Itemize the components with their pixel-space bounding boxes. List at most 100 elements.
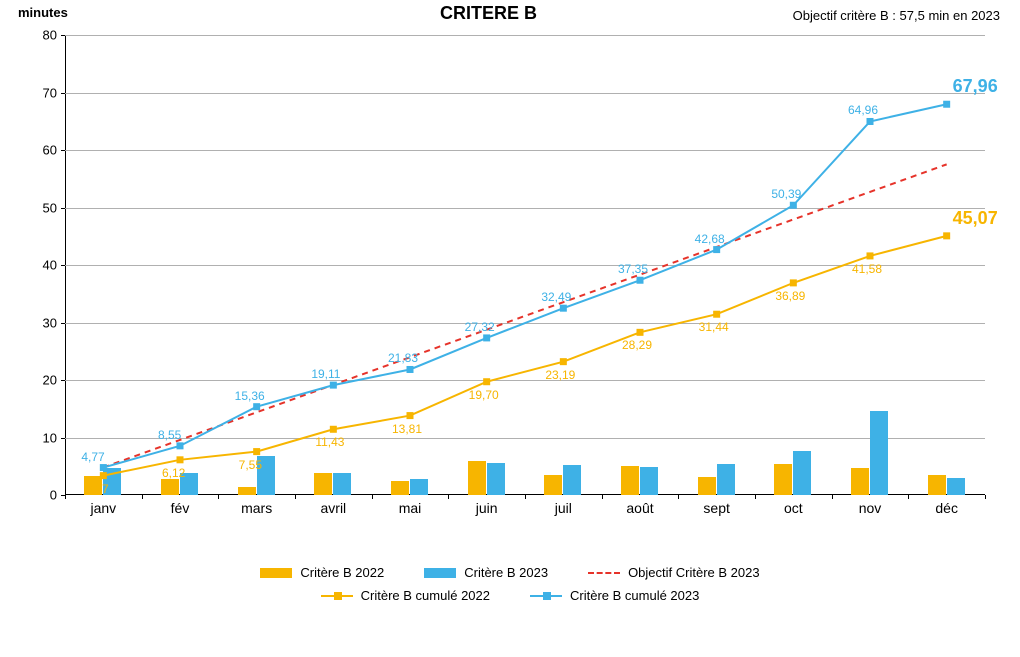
data-label: 7,55 [239,458,262,472]
legend: Critère B 2022 Critère B 2023 Objectif C… [0,565,1020,611]
data-label: 50,39 [771,187,801,201]
data-label: 19,11 [311,367,340,381]
chart-subtitle: Objectif critère B : 57,5 min en 2023 [793,8,1000,23]
series-line [103,236,946,476]
series-line [103,104,946,467]
chart-title: CRITERE B [440,3,537,24]
end-label: 45,07 [953,208,998,229]
xtick-label: juil [555,500,572,516]
legend-swatch [588,572,620,574]
xtick-label: août [626,500,653,516]
xtick-mark [372,495,373,499]
y-axis-label: minutes [18,5,68,20]
legend-swatch [260,568,292,578]
ytick-label: 80 [27,28,57,43]
ytick-label: 70 [27,85,57,100]
legend-label: Critère B cumulé 2023 [570,588,699,603]
series-marker [100,472,107,479]
xtick-label: oct [784,500,803,516]
ytick-label: 50 [27,200,57,215]
ytick-label: 20 [27,373,57,388]
ytick-label: 30 [27,315,57,330]
series-marker [100,464,107,471]
series-marker [790,202,797,209]
data-label: 28,29 [622,338,652,352]
ytick-label: 0 [27,488,57,503]
series-marker [867,118,874,125]
ytick-label: 40 [27,258,57,273]
data-label: 8,55 [158,428,181,442]
xtick-label: nov [859,500,882,516]
series-marker [637,277,644,284]
xtick-mark [65,495,66,499]
series-marker [407,412,414,419]
xtick-label: fév [171,500,190,516]
xtick-mark [218,495,219,499]
data-label: 36,89 [775,289,805,303]
xtick-label: mars [241,500,272,516]
lines-layer [65,35,985,495]
legend-label: Critère B cumulé 2022 [361,588,490,603]
data-label: 42,68 [695,232,725,246]
xtick-mark [602,495,603,499]
xtick-mark [755,495,756,499]
ytick-label: 60 [27,143,57,158]
series-marker [253,448,260,455]
series-line [103,164,946,467]
legend-row-1: Critère B 2022 Critère B 2023 Objectif C… [0,565,1020,580]
data-label: 41,58 [852,262,882,276]
data-label: 27,32 [465,320,495,334]
data-label: 4,77 [81,450,104,464]
xtick-label: mai [399,500,422,516]
data-label: 11,43 [315,435,344,449]
xtick-label: déc [935,500,958,516]
legend-label: Critère B 2022 [300,565,384,580]
legend-swatch [321,595,353,597]
series-marker [790,279,797,286]
legend-swatch [530,595,562,597]
data-label: 37,35 [618,262,648,276]
series-marker [177,456,184,463]
plot-area: 01020304050607080janvfévmarsavrilmaijuin… [65,35,985,495]
series-marker [560,358,567,365]
series-marker [407,366,414,373]
data-label: 23,19 [545,368,575,382]
series-marker [560,305,567,312]
legend-row-2: Critère B cumulé 2022 Critère B cumulé 2… [0,588,1020,603]
series-marker [177,442,184,449]
legend-item-objectif: Objectif Critère B 2023 [588,565,760,580]
series-marker [330,382,337,389]
series-marker [943,232,950,239]
xtick-mark [295,495,296,499]
ytick-label: 10 [27,430,57,445]
series-marker [713,311,720,318]
xtick-label: juin [476,500,498,516]
series-marker [483,334,490,341]
legend-swatch [424,568,456,578]
data-label: 64,96 [848,103,878,117]
legend-item-bar2022: Critère B 2022 [260,565,384,580]
chart-container: minutes CRITERE B Objectif critère B : 5… [0,0,1020,657]
xtick-mark [832,495,833,499]
data-label: 31,44 [699,320,729,334]
xtick-mark [908,495,909,499]
legend-label: Critère B 2023 [464,565,548,580]
series-marker [637,329,644,336]
legend-label: Objectif Critère B 2023 [628,565,760,580]
series-marker [330,426,337,433]
series-marker [713,246,720,253]
data-label: 15,36 [235,389,265,403]
xtick-mark [525,495,526,499]
end-label: 67,96 [953,76,998,97]
legend-marker [334,592,342,600]
xtick-label: avril [320,500,346,516]
xtick-mark [678,495,679,499]
data-label: 6,12 [162,466,185,480]
legend-item-cum2022: Critère B cumulé 2022 [321,588,490,603]
xtick-label: janv [90,500,116,516]
legend-item-bar2023: Critère B 2023 [424,565,548,580]
legend-marker [543,592,551,600]
xtick-label: sept [703,500,729,516]
series-marker [253,403,260,410]
legend-item-cum2023: Critère B cumulé 2023 [530,588,699,603]
